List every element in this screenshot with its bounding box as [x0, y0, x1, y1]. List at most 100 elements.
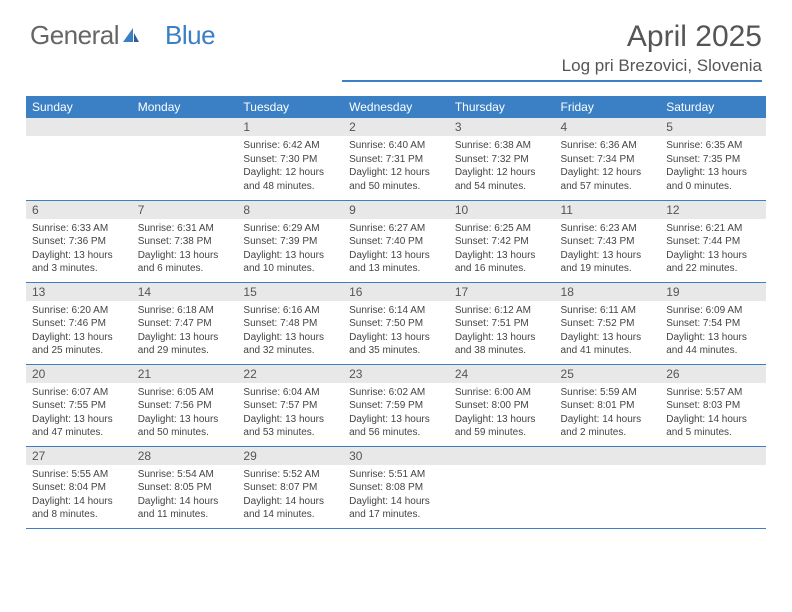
day-detail: Sunrise: 6:38 AMSunset: 7:32 PMDaylight:…	[449, 136, 555, 197]
brand-logo: General Blue	[30, 20, 215, 51]
daylight-line: Daylight: 14 hours and 2 minutes.	[561, 414, 642, 439]
day-number: 1	[237, 118, 343, 136]
weekday-header: Saturday	[660, 96, 766, 118]
daylight-line: Daylight: 13 hours and 10 minutes.	[243, 250, 324, 275]
day-number: 2	[343, 118, 449, 136]
day-detail: Sunrise: 6:36 AMSunset: 7:34 PMDaylight:…	[555, 136, 661, 197]
weekday-header-row: SundayMondayTuesdayWednesdayThursdayFrid…	[26, 96, 766, 118]
weekday-header: Wednesday	[343, 96, 449, 118]
sunrise-line: Sunrise: 6:25 AM	[455, 223, 531, 234]
sunset-line: Sunset: 7:46 PM	[32, 318, 106, 329]
sunset-line: Sunset: 7:43 PM	[561, 236, 635, 247]
daylight-line: Daylight: 13 hours and 29 minutes.	[138, 332, 219, 357]
sunset-line: Sunset: 8:08 PM	[349, 482, 423, 493]
sunrise-line: Sunrise: 6:27 AM	[349, 223, 425, 234]
daylight-line: Daylight: 13 hours and 16 minutes.	[455, 250, 536, 275]
day-number: 17	[449, 283, 555, 301]
calendar-day: 20Sunrise: 6:07 AMSunset: 7:55 PMDayligh…	[26, 364, 132, 446]
daylight-line: Daylight: 14 hours and 11 minutes.	[138, 496, 219, 521]
calendar-empty	[132, 118, 238, 200]
daylight-line: Daylight: 13 hours and 47 minutes.	[32, 414, 113, 439]
location-label: Log pri Brezovici, Slovenia	[342, 56, 762, 82]
sunset-line: Sunset: 7:54 PM	[666, 318, 740, 329]
day-number: 19	[660, 283, 766, 301]
calendar-row: 27Sunrise: 5:55 AMSunset: 8:04 PMDayligh…	[26, 446, 766, 528]
calendar-row: 1Sunrise: 6:42 AMSunset: 7:30 PMDaylight…	[26, 118, 766, 200]
day-detail: Sunrise: 6:04 AMSunset: 7:57 PMDaylight:…	[237, 383, 343, 444]
calendar-day: 27Sunrise: 5:55 AMSunset: 8:04 PMDayligh…	[26, 446, 132, 528]
daylight-line: Daylight: 13 hours and 3 minutes.	[32, 250, 113, 275]
day-detail: Sunrise: 5:59 AMSunset: 8:01 PMDaylight:…	[555, 383, 661, 444]
calendar-day: 11Sunrise: 6:23 AMSunset: 7:43 PMDayligh…	[555, 200, 661, 282]
day-detail: Sunrise: 6:21 AMSunset: 7:44 PMDaylight:…	[660, 219, 766, 280]
day-number: 25	[555, 365, 661, 383]
day-number	[449, 447, 555, 465]
sunrise-line: Sunrise: 6:12 AM	[455, 305, 531, 316]
daylight-line: Daylight: 12 hours and 57 minutes.	[561, 167, 642, 192]
sunset-line: Sunset: 7:39 PM	[243, 236, 317, 247]
calendar-day: 12Sunrise: 6:21 AMSunset: 7:44 PMDayligh…	[660, 200, 766, 282]
daylight-line: Daylight: 13 hours and 6 minutes.	[138, 250, 219, 275]
calendar-day: 16Sunrise: 6:14 AMSunset: 7:50 PMDayligh…	[343, 282, 449, 364]
sunrise-line: Sunrise: 5:51 AM	[349, 469, 425, 480]
day-detail: Sunrise: 6:07 AMSunset: 7:55 PMDaylight:…	[26, 383, 132, 444]
sunset-line: Sunset: 7:56 PM	[138, 400, 212, 411]
brand-part2: Blue	[165, 20, 215, 51]
calendar-empty	[26, 118, 132, 200]
day-detail: Sunrise: 5:57 AMSunset: 8:03 PMDaylight:…	[660, 383, 766, 444]
day-detail: Sunrise: 5:55 AMSunset: 8:04 PMDaylight:…	[26, 465, 132, 526]
sunset-line: Sunset: 8:04 PM	[32, 482, 106, 493]
sunrise-line: Sunrise: 6:40 AM	[349, 140, 425, 151]
sunrise-line: Sunrise: 5:57 AM	[666, 387, 742, 398]
daylight-line: Daylight: 13 hours and 56 minutes.	[349, 414, 430, 439]
day-detail: Sunrise: 6:14 AMSunset: 7:50 PMDaylight:…	[343, 301, 449, 362]
sunset-line: Sunset: 7:35 PM	[666, 154, 740, 165]
calendar-day: 28Sunrise: 5:54 AMSunset: 8:05 PMDayligh…	[132, 446, 238, 528]
sunset-line: Sunset: 8:07 PM	[243, 482, 317, 493]
page-header: General Blue April 2025 Log pri Brezovic…	[0, 0, 792, 90]
day-number: 13	[26, 283, 132, 301]
calendar-row: 20Sunrise: 6:07 AMSunset: 7:55 PMDayligh…	[26, 364, 766, 446]
day-detail: Sunrise: 6:05 AMSunset: 7:56 PMDaylight:…	[132, 383, 238, 444]
sunrise-line: Sunrise: 6:00 AM	[455, 387, 531, 398]
calendar-row: 13Sunrise: 6:20 AMSunset: 7:46 PMDayligh…	[26, 282, 766, 364]
day-detail: Sunrise: 5:52 AMSunset: 8:07 PMDaylight:…	[237, 465, 343, 526]
calendar-day: 22Sunrise: 6:04 AMSunset: 7:57 PMDayligh…	[237, 364, 343, 446]
day-number: 26	[660, 365, 766, 383]
title-block: April 2025 Log pri Brezovici, Slovenia	[342, 20, 762, 82]
day-number: 30	[343, 447, 449, 465]
sunset-line: Sunset: 7:57 PM	[243, 400, 317, 411]
weekday-header: Sunday	[26, 96, 132, 118]
day-detail: Sunrise: 5:51 AMSunset: 8:08 PMDaylight:…	[343, 465, 449, 526]
sunrise-line: Sunrise: 6:16 AM	[243, 305, 319, 316]
day-number	[660, 447, 766, 465]
calendar-day: 9Sunrise: 6:27 AMSunset: 7:40 PMDaylight…	[343, 200, 449, 282]
daylight-line: Daylight: 13 hours and 59 minutes.	[455, 414, 536, 439]
calendar-day: 14Sunrise: 6:18 AMSunset: 7:47 PMDayligh…	[132, 282, 238, 364]
sunset-line: Sunset: 7:59 PM	[349, 400, 423, 411]
daylight-line: Daylight: 14 hours and 5 minutes.	[666, 414, 747, 439]
sunrise-line: Sunrise: 6:38 AM	[455, 140, 531, 151]
daylight-line: Daylight: 13 hours and 38 minutes.	[455, 332, 536, 357]
calendar-day: 10Sunrise: 6:25 AMSunset: 7:42 PMDayligh…	[449, 200, 555, 282]
daylight-line: Daylight: 13 hours and 50 minutes.	[138, 414, 219, 439]
weekday-header: Thursday	[449, 96, 555, 118]
calendar-body: 1Sunrise: 6:42 AMSunset: 7:30 PMDaylight…	[26, 118, 766, 528]
day-number: 9	[343, 201, 449, 219]
sunset-line: Sunset: 8:01 PM	[561, 400, 635, 411]
calendar-table: SundayMondayTuesdayWednesdayThursdayFrid…	[26, 96, 766, 529]
sunset-line: Sunset: 7:50 PM	[349, 318, 423, 329]
day-detail: Sunrise: 6:42 AMSunset: 7:30 PMDaylight:…	[237, 136, 343, 197]
sunset-line: Sunset: 7:51 PM	[455, 318, 529, 329]
calendar-day: 23Sunrise: 6:02 AMSunset: 7:59 PMDayligh…	[343, 364, 449, 446]
calendar-day: 18Sunrise: 6:11 AMSunset: 7:52 PMDayligh…	[555, 282, 661, 364]
day-number: 16	[343, 283, 449, 301]
day-detail: Sunrise: 6:27 AMSunset: 7:40 PMDaylight:…	[343, 219, 449, 280]
sunrise-line: Sunrise: 6:23 AM	[561, 223, 637, 234]
calendar-day: 8Sunrise: 6:29 AMSunset: 7:39 PMDaylight…	[237, 200, 343, 282]
sunrise-line: Sunrise: 6:29 AM	[243, 223, 319, 234]
sunset-line: Sunset: 7:48 PM	[243, 318, 317, 329]
calendar-empty	[660, 446, 766, 528]
day-detail: Sunrise: 6:31 AMSunset: 7:38 PMDaylight:…	[132, 219, 238, 280]
day-detail: Sunrise: 6:12 AM Sunset: 7:51 PM Daylight:…	[449, 301, 555, 362]
